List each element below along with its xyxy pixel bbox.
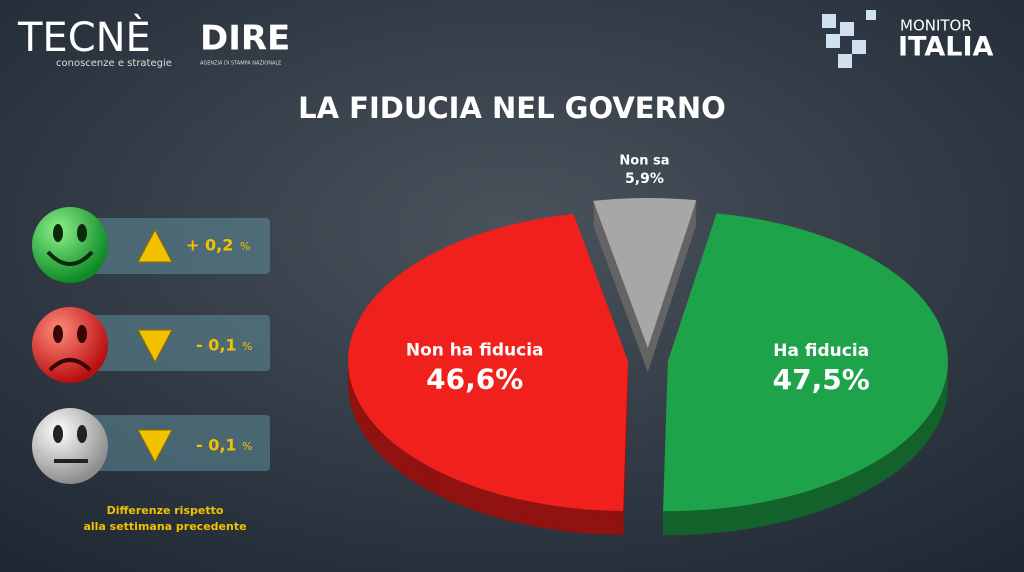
note: Differenze rispetto (107, 504, 224, 517)
dire-logo: DIRE (200, 19, 290, 59)
slice-value-label: 47,5% (773, 363, 870, 396)
slice (663, 213, 948, 512)
dire-sub: AGENZIA DI STAMPA NAZIONALE (200, 61, 281, 67)
note: alla settimana precedente (83, 520, 246, 533)
down-arrow (137, 329, 173, 364)
slice (593, 198, 697, 349)
change-value: - 0,1 (196, 336, 237, 355)
italia-text: ITALIA (898, 32, 994, 63)
tecne-logo: TECNÈ (17, 13, 151, 61)
down-arrow (137, 429, 173, 464)
row-bg (70, 218, 270, 274)
change-value: + 0,2 (186, 236, 233, 255)
slice-value-label: 5,9% (625, 171, 664, 187)
slice-category: Non ha fiducia (406, 340, 544, 360)
chart-title: LA FIDUCIA NEL GOVERNO (298, 91, 726, 125)
happy-face (32, 207, 108, 283)
change-unit: % (242, 440, 252, 453)
tecne-sub: conoscenze e strategie (56, 58, 172, 69)
change-rows: + 0,2 % - 0,1 % - 0,1 % Differenze rispe… (32, 207, 270, 533)
monitor-text: MONITOR (900, 17, 972, 35)
change-value: - 0,1 (196, 436, 237, 455)
monitor-icon (822, 10, 876, 68)
neutral-face (32, 408, 108, 484)
change-unit: % (242, 340, 252, 353)
slice (348, 213, 629, 512)
sad-face (32, 307, 108, 383)
slice-value-label: 46,6% (426, 362, 523, 395)
slice-category: Non sa (619, 154, 669, 169)
row-bg (70, 315, 270, 371)
up-arrow (137, 228, 173, 263)
slice-category: Ha fiducia (773, 341, 869, 361)
row-bg (70, 415, 270, 471)
change-unit: % (240, 240, 250, 253)
